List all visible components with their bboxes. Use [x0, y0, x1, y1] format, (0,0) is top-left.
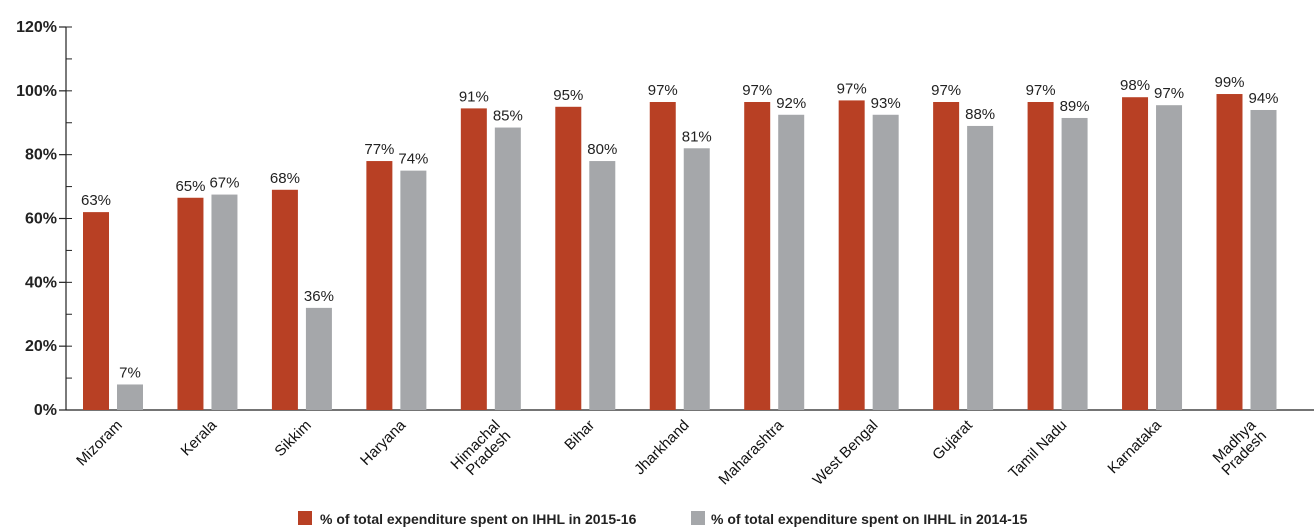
bar-series-2 [683, 148, 710, 411]
y-tick-label: 0% [34, 402, 57, 419]
data-label: 97% [742, 82, 772, 99]
x-tick-label: Kerala [178, 416, 221, 459]
data-label: 7% [119, 364, 141, 381]
x-tick-label: Mizoram [73, 417, 126, 470]
x-tick-label: Maharashtra [715, 416, 787, 488]
data-label: 94% [1248, 90, 1278, 107]
data-label: 36% [304, 288, 334, 305]
bar-series-1 [838, 100, 865, 411]
bar-series-1 [366, 161, 393, 410]
y-tick-label: 80% [25, 147, 57, 164]
bar-series-1 [1122, 97, 1149, 410]
bar-series-2 [117, 384, 143, 410]
data-label: 63% [81, 192, 111, 209]
x-tick-label: Haryana [357, 416, 410, 469]
data-label: 92% [776, 95, 806, 112]
data-label: 88% [965, 106, 995, 123]
y-tick-label: 20% [25, 338, 57, 355]
legend-label-2: % of total expenditure spent on IHHL in … [711, 511, 1028, 527]
data-label: 81% [682, 128, 712, 145]
legend: % of total expenditure spent on IHHL in … [298, 511, 1028, 527]
bar-series-2 [494, 127, 521, 410]
bar-series-1 [271, 189, 298, 410]
bar-series-2 [305, 307, 332, 410]
data-label: 67% [209, 175, 239, 192]
bar-series-2 [1061, 117, 1088, 411]
data-label: 77% [364, 141, 394, 158]
y-tick-label: 120% [16, 19, 57, 36]
data-label: 65% [175, 178, 205, 195]
data-label: 98% [1120, 77, 1150, 94]
bar-series-2 [589, 161, 616, 410]
x-tick-label: Bihar [561, 417, 598, 454]
data-label: 97% [837, 80, 867, 97]
bar-series-1 [177, 197, 204, 410]
y-tick-label: 100% [16, 83, 57, 100]
bar-series-1 [649, 102, 676, 411]
data-label: 97% [931, 82, 961, 99]
bar-series-2 [1156, 105, 1183, 410]
bar-series-2 [211, 194, 238, 410]
x-tick-label: Sikkim [271, 417, 314, 460]
data-label: 85% [493, 108, 523, 125]
data-label: 99% [1214, 74, 1244, 91]
x-tick-label: West Bengal [810, 417, 882, 489]
x-tick-label: Tamil Nadu [1005, 417, 1070, 482]
data-label: 68% [270, 170, 300, 187]
y-tick-label: 40% [25, 274, 57, 291]
bar-series-1 [933, 102, 960, 411]
bars: 63% 7% 65% 67% 68% 36% 77%74% 91%85% 95% 80% 97% 81… [81, 74, 1279, 411]
data-label: 97% [1154, 85, 1184, 102]
x-tick-label: Gujarat [929, 416, 976, 463]
data-label: 97% [648, 82, 678, 99]
bar-series-1 [460, 108, 487, 410]
bar-series-2 [1250, 109, 1277, 410]
bar-series-1 [555, 106, 582, 411]
legend-swatch-2 [691, 511, 705, 525]
y-tick-label: 60% [25, 211, 57, 228]
data-label: 91% [459, 88, 489, 105]
bar-series-2 [967, 125, 994, 411]
x-tick-label: Jharkhand [631, 417, 693, 479]
bar-series-1 [1027, 102, 1054, 411]
data-label: 95% [553, 87, 583, 104]
data-label: 89% [1060, 98, 1090, 115]
bar-series-1 [744, 102, 771, 411]
data-label: 97% [1026, 82, 1056, 99]
data-label: 93% [871, 95, 901, 112]
x-tick-label: Karnataka [1104, 416, 1165, 477]
x-tick-label: HimachalPradesh [447, 417, 514, 484]
bar-series-2 [872, 114, 899, 410]
bar-series-2 [778, 114, 805, 410]
data-label: 80% [587, 141, 617, 158]
x-axis: Mizoram Kerala Sikkim Haryana HimachalPrades… [73, 416, 1270, 489]
x-tick-label: MadhyaPradesh [1208, 416, 1271, 479]
legend-swatch-1 [298, 511, 312, 525]
bar-series-2 [400, 170, 427, 410]
bar-series-1 [1216, 94, 1243, 411]
bar-series-1 [83, 212, 109, 410]
legend-label-1: % of total expenditure spent on IHHL in … [320, 511, 637, 527]
data-label: 74% [398, 151, 428, 168]
